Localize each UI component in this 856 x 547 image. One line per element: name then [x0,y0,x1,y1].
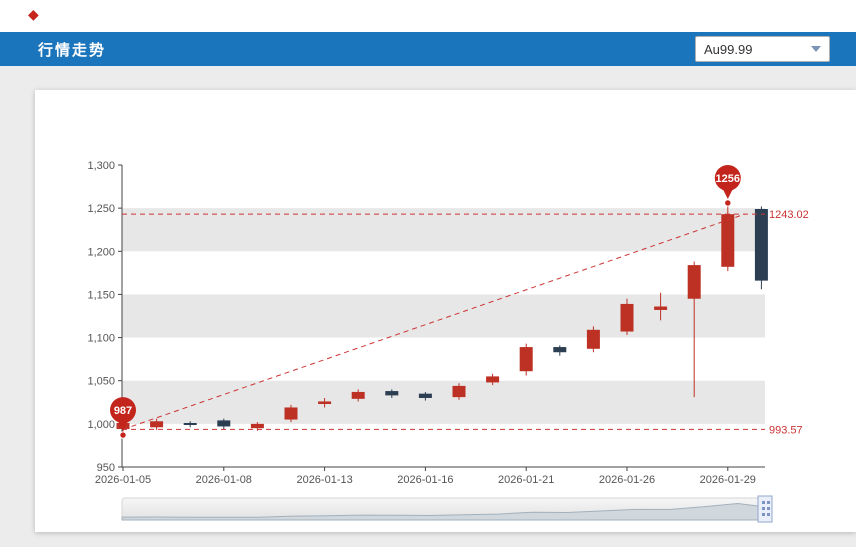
candle [687,261,701,398]
y-axis-tick-label: 1,100 [87,333,115,345]
reference-line: 1243.02 [122,209,809,221]
reference-line: 993.57 [122,424,803,436]
candlestick-series [116,202,768,436]
instrument-select[interactable]: Au99.99 [695,36,830,62]
y-axis-tick-label: 1,200 [87,246,115,258]
candle [586,326,600,353]
top-strip: ◆ [0,0,856,32]
candle [318,397,332,408]
candle [519,343,533,376]
y-axis-tick-label: 1,300 [87,160,115,172]
content-area: 950 1,000 1,050 1,100 1,150 1,200 1,250 1,300 20… [0,66,856,547]
candle [486,373,500,386]
instrument-select-value: Au99.99 [704,41,753,57]
navigator-handle[interactable] [757,495,773,523]
marker-pin: 987 [110,397,136,439]
axes: 950 1,000 1,050 1,100 1,150 1,200 1,250 1,300 20… [87,160,765,486]
candle [754,206,768,290]
reference-line-label: 1243.02 [769,209,809,221]
y-axis-tick-label: 1,150 [87,289,115,301]
candle [654,292,668,321]
split-area-bands [122,208,765,424]
chevron-down-icon [811,46,821,52]
trend-line [122,213,745,430]
marker-pin-label: 987 [114,405,132,417]
y-axis-tick-label: 1,000 [87,419,115,431]
x-axis-tick-label: 2026-01-29 [700,474,756,486]
x-axis-tick-label: 2026-01-13 [296,474,352,486]
y-axis-tick-label: 950 [97,462,115,474]
x-axis-tick-label: 2026-01-08 [196,474,252,486]
y-axis-tick-label: 1,050 [87,376,115,388]
x-axis-tick-label: 2026-01-16 [397,474,453,486]
candle [217,418,231,430]
page-title: 行情走势 [38,41,107,59]
marker-pin-label: 1256 [716,173,740,185]
reference-line-label: 993.57 [769,424,803,436]
candle [183,421,197,428]
chart-card: 950 1,000 1,050 1,100 1,150 1,200 1,250 1,300 20… [35,90,856,532]
navigator-area [121,502,773,521]
marker-pin: 1256 [714,164,741,207]
candle [620,298,634,335]
candle [150,418,164,430]
candle [553,345,567,356]
price-chart-svg[interactable]: 950 1,000 1,050 1,100 1,150 1,200 1,250 1,300 20… [35,90,856,532]
candle [284,404,298,423]
candle [385,389,399,398]
section-header: 行情走势 Au99.99 [0,32,856,66]
candle [418,391,432,401]
x-axis-tick-label: 2026-01-05 [95,474,151,486]
y-axis-tick-label: 1,250 [87,203,115,215]
x-axis-tick-label: 2026-01-21 [498,474,554,486]
x-axis-tick-label: 2026-01-26 [599,474,655,486]
app-logo-icon: ◆ [28,6,39,22]
candle [351,389,365,402]
candle [452,383,466,400]
